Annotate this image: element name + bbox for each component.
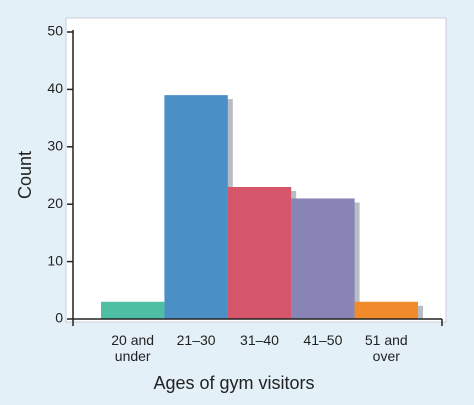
y-tick-label: 0 (55, 310, 63, 326)
y-tick-label: 50 (47, 23, 63, 39)
bar (227, 186, 292, 319)
bar (164, 95, 228, 319)
x-tick-label: 41–50 (303, 332, 343, 348)
x-axis-title: Ages of gym visitors (153, 373, 314, 393)
bar (101, 301, 165, 319)
y-tick-label: 20 (47, 195, 63, 211)
x-tick-label: 20 and under (111, 332, 155, 364)
y-tick-label: 30 (47, 138, 63, 154)
y-tick-label: 40 (47, 80, 63, 96)
bar (291, 198, 355, 319)
y-tick-label: 10 (47, 252, 63, 268)
x-tick-label: 51 and over (364, 332, 408, 364)
y-axis-title: Count (15, 151, 35, 199)
bar (354, 301, 418, 319)
x-tick-label: 21–30 (176, 332, 216, 348)
x-tick-label: 31–40 (240, 332, 279, 348)
